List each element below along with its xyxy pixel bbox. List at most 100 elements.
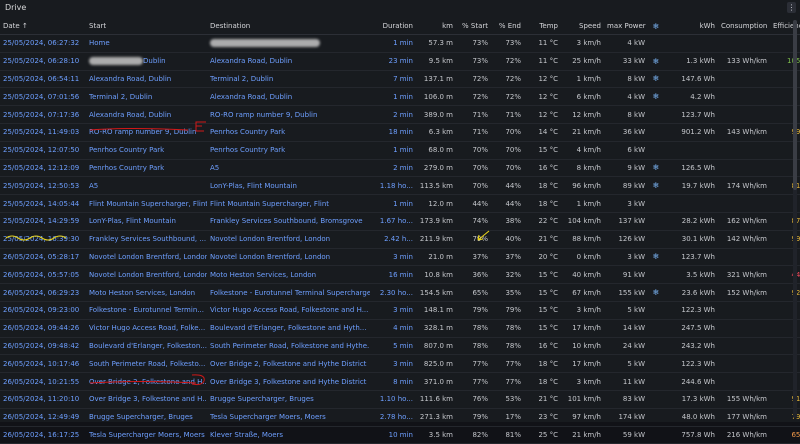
duration-link[interactable]: 8 min bbox=[370, 372, 416, 391]
drive-date-link[interactable]: 26/05/2024, 10:21:55 bbox=[0, 372, 86, 391]
col-kwh[interactable]: kWh bbox=[664, 18, 718, 35]
drive-date-link[interactable]: 26/05/2024, 16:17:25 bbox=[0, 426, 86, 444]
start-location-link[interactable]: Victor Hugo Access Road, Folke... bbox=[86, 319, 207, 338]
duration-link[interactable]: 7 min bbox=[370, 70, 416, 89]
destination-link[interactable] bbox=[207, 34, 370, 53]
table-row[interactable]: 26/05/2024, 12:49:49 Brugge Supercharger,… bbox=[0, 408, 800, 427]
destination-link[interactable]: Terminal 2, Dublin bbox=[207, 70, 370, 89]
table-row[interactable]: 26/05/2024, 10:17:46 South Perimeter Road… bbox=[0, 354, 800, 374]
drive-date-link[interactable]: 25/05/2024, 12:12:09 bbox=[0, 159, 86, 178]
start-location-link[interactable]: South Perimeter Road, Folkesto... bbox=[86, 354, 207, 374]
drive-date-link[interactable]: 26/05/2024, 05:28:17 bbox=[0, 248, 86, 267]
duration-link[interactable]: 5 min bbox=[370, 337, 416, 356]
col-destination[interactable]: Destination bbox=[207, 18, 370, 35]
start-location-link[interactable]: Alexandra Road, Dublin bbox=[86, 105, 207, 124]
destination-link[interactable]: Alexandra Road, Dublin bbox=[207, 52, 370, 71]
destination-link[interactable]: LonY-Plas, Flint Mountain bbox=[207, 176, 370, 196]
duration-link[interactable]: 2.78 ho... bbox=[370, 408, 416, 427]
drive-date-link[interactable]: 26/05/2024, 09:23:00 bbox=[0, 301, 86, 320]
panel-menu-button[interactable]: ⋮ bbox=[787, 2, 796, 13]
duration-link[interactable]: 1.18 ho... bbox=[370, 176, 416, 196]
duration-link[interactable]: 2 min bbox=[370, 105, 416, 124]
duration-link[interactable]: 1.67 ho... bbox=[370, 212, 416, 231]
table-row[interactable]: 25/05/2024, 14:05:44 Flint Mountain Super… bbox=[0, 194, 800, 213]
destination-link[interactable]: Novotel London Brentford, London bbox=[207, 248, 370, 267]
table-row[interactable]: 26/05/2024, 05:28:17 Novotel London Brent… bbox=[0, 248, 800, 267]
table-row[interactable]: 25/05/2024, 14:29:59 LonY-Plas, Flint Mou… bbox=[0, 212, 800, 231]
start-location-link[interactable]: Brugge Supercharger, Bruges bbox=[86, 408, 207, 427]
duration-link[interactable]: 18 min bbox=[370, 123, 416, 142]
drive-date-link[interactable]: 25/05/2024, 14:05:44 bbox=[0, 194, 86, 213]
duration-link[interactable]: 10 min bbox=[370, 426, 416, 444]
table-row[interactable]: 26/05/2024, 05:57:05 Novotel London Brent… bbox=[0, 265, 800, 285]
drive-date-link[interactable]: 25/05/2024, 07:01:56 bbox=[0, 87, 86, 107]
start-location-link[interactable]: Over Bridge 3, Folkestone and H... bbox=[86, 390, 207, 409]
table-row[interactable]: 25/05/2024, 07:01:56 Terminal 2, Dublin Al… bbox=[0, 87, 800, 107]
drive-date-link[interactable]: 25/05/2024, 16:39:30 bbox=[0, 230, 86, 249]
drive-date-link[interactable]: 25/05/2024, 11:49:03 bbox=[0, 123, 86, 142]
drive-date-link[interactable]: 26/05/2024, 05:57:05 bbox=[0, 265, 86, 285]
col-pct-start[interactable]: % Start bbox=[456, 18, 491, 35]
table-row[interactable]: 25/05/2024, 12:12:09 Penrhos Country Park… bbox=[0, 159, 800, 178]
destination-link[interactable]: Over Bridge 3, Folkestone and Hythe Dist… bbox=[207, 372, 370, 391]
col-km[interactable]: km bbox=[416, 18, 456, 35]
destination-link[interactable]: Over Bridge 2, Folkestone and Hythe Dist… bbox=[207, 354, 370, 374]
destination-link[interactable]: Penrhos Country Park bbox=[207, 141, 370, 160]
drive-date-link[interactable]: 25/05/2024, 12:07:50 bbox=[0, 141, 86, 160]
start-location-link[interactable]: Boulevard d'Erlanger, Folkeston... bbox=[86, 337, 207, 356]
start-location-link[interactable]: Alexandra Road, Dublin bbox=[86, 70, 207, 89]
destination-link[interactable]: Victor Hugo Access Road, Folkestone and … bbox=[207, 301, 370, 320]
duration-link[interactable]: 3 min bbox=[370, 248, 416, 267]
start-location-link[interactable]: Novotel London Brentford, London bbox=[86, 265, 207, 285]
start-location-link[interactable]: Over Bridge 2, Folkestone and H... bbox=[86, 372, 207, 391]
duration-link[interactable]: 4 min bbox=[370, 319, 416, 338]
drive-date-link[interactable]: 25/05/2024, 06:28:10 bbox=[0, 52, 86, 71]
drive-date-link[interactable]: 26/05/2024, 12:49:49 bbox=[0, 408, 86, 427]
start-location-link[interactable]: Home bbox=[86, 34, 207, 53]
drive-date-link[interactable]: 26/05/2024, 09:48:42 bbox=[0, 337, 86, 356]
destination-link[interactable]: Penrhos Country Park bbox=[207, 123, 370, 142]
start-location-link[interactable]: LonY-Plas, Flint Mountain bbox=[86, 212, 207, 231]
col-start[interactable]: Start bbox=[86, 18, 207, 35]
destination-link[interactable]: Klever Straße, Moers bbox=[207, 426, 370, 444]
duration-link[interactable]: 3 min bbox=[370, 301, 416, 320]
destination-link[interactable]: Boulevard d'Erlanger, Folkestone and Hyt… bbox=[207, 319, 370, 338]
table-row[interactable]: 25/05/2024, 16:39:30 Frankley Services So… bbox=[0, 230, 800, 249]
drive-date-link[interactable]: 25/05/2024, 12:50:53 bbox=[0, 176, 86, 196]
table-row[interactable]: 25/05/2024, 12:50:53 A5 LonY-Plas, Flint M… bbox=[0, 176, 800, 196]
destination-link[interactable]: RO-RO ramp number 9, Dublin bbox=[207, 105, 370, 124]
duration-link[interactable]: 2.30 ho... bbox=[370, 283, 416, 302]
table-row[interactable]: 26/05/2024, 09:44:26 Victor Hugo Access R… bbox=[0, 319, 800, 338]
drive-date-link[interactable]: 25/05/2024, 06:27:32 bbox=[0, 34, 86, 53]
start-location-link[interactable]: RO-RO ramp number 9, Dublin bbox=[86, 123, 207, 142]
destination-link[interactable]: Flint Mountain Supercharger, Flint bbox=[207, 194, 370, 213]
duration-link[interactable]: 23 min bbox=[370, 52, 416, 71]
start-location-link[interactable]: Penrhos Country Park bbox=[86, 141, 207, 160]
table-row[interactable]: 25/05/2024, 06:27:32 Home 1 min 57.3 m 73% 73… bbox=[0, 34, 800, 53]
start-location-link[interactable]: Tesla Supercharger Moers, Moers bbox=[86, 426, 207, 444]
drive-date-link[interactable]: 26/05/2024, 06:29:23 bbox=[0, 283, 86, 302]
table-row[interactable]: 26/05/2024, 09:48:42 Boulevard d'Erlanger… bbox=[0, 337, 800, 356]
duration-link[interactable]: 1 min bbox=[370, 87, 416, 107]
destination-link[interactable]: Frankley Services Southbound, Bromsgrove bbox=[207, 212, 370, 231]
drive-date-link[interactable]: 26/05/2024, 09:44:26 bbox=[0, 319, 86, 338]
destination-link[interactable]: Brugge Supercharger, Bruges bbox=[207, 390, 370, 409]
table-row[interactable]: 26/05/2024, 10:21:55 Over Bridge 2, Folke… bbox=[0, 372, 800, 391]
col-temp[interactable]: Temp bbox=[524, 18, 561, 35]
table-row[interactable]: 25/05/2024, 06:28:10 Dublin Alexandra Road… bbox=[0, 52, 800, 71]
duration-link[interactable]: 1.10 ho... bbox=[370, 390, 416, 409]
col-date[interactable]: Date ↑ bbox=[0, 18, 86, 35]
start-location-link[interactable]: Moto Heston Services, London bbox=[86, 283, 207, 302]
snowflake-icon[interactable]: ❄ bbox=[648, 18, 664, 35]
drive-date-link[interactable]: 25/05/2024, 06:54:11 bbox=[0, 70, 86, 89]
duration-link[interactable]: 1 min bbox=[370, 141, 416, 160]
table-row[interactable]: 26/05/2024, 16:17:25 Tesla Supercharger M… bbox=[0, 426, 800, 444]
drive-date-link[interactable]: 26/05/2024, 10:17:46 bbox=[0, 354, 86, 374]
destination-link[interactable]: A5 bbox=[207, 159, 370, 178]
table-row[interactable]: 26/05/2024, 09:23:00 Folkestone - Eurotun… bbox=[0, 301, 800, 320]
drive-date-link[interactable]: 25/05/2024, 07:17:36 bbox=[0, 105, 86, 124]
col-speed[interactable]: Speed bbox=[561, 18, 604, 35]
scrollbar-track[interactable] bbox=[793, 20, 797, 418]
start-location-link[interactable]: Penrhos Country Park bbox=[86, 159, 207, 178]
destination-link[interactable]: Alexandra Road, Dublin bbox=[207, 87, 370, 107]
